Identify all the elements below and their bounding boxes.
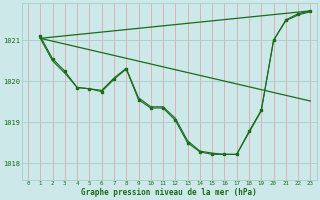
X-axis label: Graphe pression niveau de la mer (hPa): Graphe pression niveau de la mer (hPa)	[81, 188, 257, 197]
